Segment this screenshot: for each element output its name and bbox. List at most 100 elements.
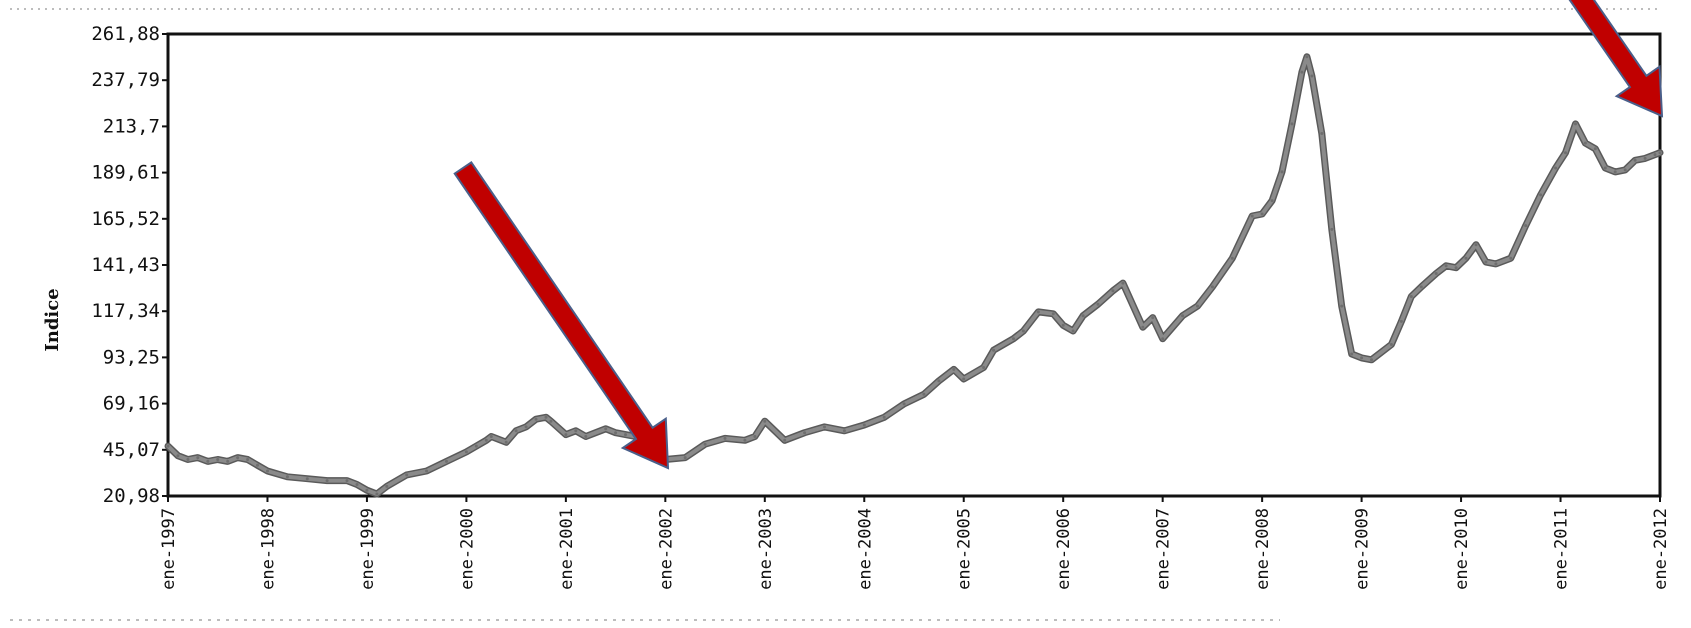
y-tick-label: 69,16 [103, 393, 160, 415]
data-point [236, 456, 240, 460]
data-point [783, 438, 787, 442]
data-point [1643, 156, 1647, 160]
data-point [823, 425, 826, 429]
x-tick-label: ene-2005 [955, 508, 975, 590]
data-point [862, 423, 866, 427]
data-point [1260, 212, 1264, 216]
data-point [1474, 243, 1478, 247]
data-point [544, 415, 548, 419]
data-point [723, 436, 727, 440]
data-point [1071, 329, 1075, 333]
plot-frame [166, 32, 1662, 498]
y-tick-labels: 20,98 45,07 69,16 93,25 117,34 141,43 165,52 18… [91, 23, 168, 507]
data-point [1484, 260, 1488, 264]
data-point [1300, 70, 1304, 74]
x-tick-label: ene-2001 [557, 508, 577, 590]
data-point [504, 440, 508, 444]
x-tick-label: ene-2006 [1054, 508, 1074, 590]
data-point [534, 417, 538, 421]
data-point [1409, 295, 1413, 298]
data-point [1389, 343, 1393, 346]
y-tick-label: 20,98 [103, 485, 160, 507]
data-point [1181, 314, 1185, 318]
axes [166, 32, 1662, 498]
x-tick-label: ene-2000 [457, 508, 477, 590]
data-point [1081, 314, 1085, 318]
y-tick-label: 45,07 [103, 439, 160, 461]
data-point [256, 463, 259, 467]
data-point [285, 475, 289, 479]
x-tick-label: ene-1997 [159, 508, 179, 590]
data-point [325, 479, 329, 483]
data-point [1539, 193, 1543, 197]
data-point [1280, 170, 1284, 174]
y-tick-label: 165,52 [91, 208, 160, 230]
y-tick-label: 93,25 [103, 346, 160, 368]
data-point [952, 367, 956, 371]
data-point [1111, 289, 1115, 293]
data-point [1161, 337, 1165, 341]
x-tick-label: ene-2012 [1651, 508, 1671, 590]
data-point [1021, 329, 1025, 333]
data-point [246, 458, 250, 461]
data-point [166, 444, 170, 448]
data-point [385, 484, 389, 488]
data-point [1454, 266, 1458, 270]
data-point [1096, 302, 1100, 306]
data-point [614, 431, 618, 435]
data-point [1230, 256, 1234, 260]
data-point [842, 429, 846, 433]
x-tick-label: ene-2009 [1353, 508, 1373, 590]
data-point [1593, 147, 1597, 151]
data-point [226, 459, 230, 463]
data-point [375, 492, 379, 496]
data-point [1360, 356, 1364, 360]
data-point [489, 435, 493, 438]
data-point [405, 473, 409, 477]
data-point [803, 431, 807, 435]
red-arrow-2002 [453, 161, 670, 470]
x-tick-label: ene-1999 [358, 508, 378, 590]
y-tick-label: 237,79 [91, 69, 160, 91]
data-point [266, 469, 269, 473]
data-point [196, 456, 200, 460]
x-tick-label: ene-2007 [1154, 508, 1174, 590]
data-point [216, 458, 220, 461]
data-point [1036, 310, 1040, 314]
data-point [1524, 224, 1528, 228]
data-point [703, 442, 707, 446]
data-point [1330, 227, 1334, 231]
data-point [464, 450, 468, 454]
data-point [1061, 323, 1065, 327]
y-tick-label: 117,34 [91, 300, 160, 322]
data-point [1370, 358, 1373, 362]
data-point [1350, 352, 1354, 356]
data-point [1509, 256, 1513, 260]
data-point [1574, 122, 1577, 126]
data-point [1151, 316, 1155, 320]
x-tick-label: ene-2004 [855, 508, 875, 590]
data-point [1633, 158, 1637, 162]
data-point [1270, 199, 1274, 203]
data-point [484, 438, 488, 442]
data-point [1613, 170, 1617, 174]
data-point [1564, 151, 1567, 155]
data-point [345, 479, 349, 483]
data-point [584, 435, 588, 438]
y-tick-label: 189,61 [91, 162, 160, 184]
data-point [1494, 262, 1498, 266]
data-point [206, 459, 210, 463]
x-tick-label: ene-2010 [1452, 508, 1472, 590]
data-point [1305, 55, 1309, 59]
data-point [1653, 153, 1657, 157]
x-tick-label: ene-2008 [1253, 508, 1273, 590]
data-point [763, 419, 767, 423]
data-point [922, 392, 926, 396]
data-point [1434, 272, 1438, 275]
data-point [1196, 304, 1199, 308]
data-point [1419, 285, 1423, 289]
data-point [992, 348, 996, 352]
data-point [176, 454, 180, 458]
data-point [474, 444, 478, 448]
data-point [753, 435, 757, 438]
